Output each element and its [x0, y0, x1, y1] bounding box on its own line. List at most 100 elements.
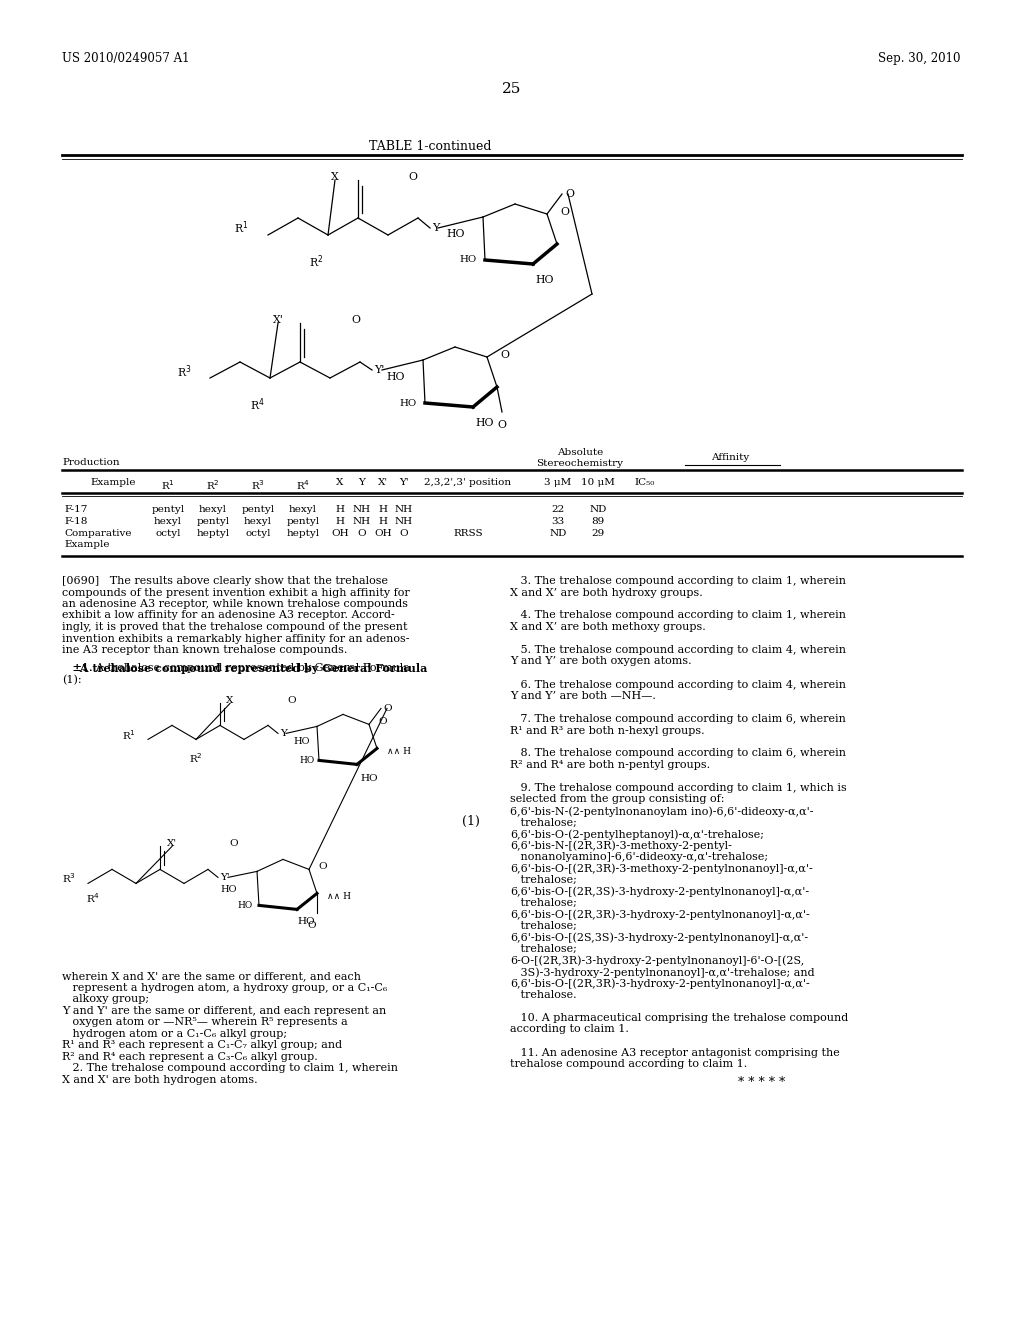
Text: R$^{3}$: R$^{3}$ — [251, 478, 265, 492]
Text: heptyl: heptyl — [197, 529, 229, 539]
Text: 10 μM: 10 μM — [581, 478, 615, 487]
Text: X': X' — [167, 840, 177, 849]
Text: trehalose compound according to claim 1.: trehalose compound according to claim 1. — [510, 1059, 748, 1069]
Text: octyl: octyl — [246, 529, 270, 539]
Text: 10. A pharmaceutical comprising the trehalose compound: 10. A pharmaceutical comprising the treh… — [510, 1012, 848, 1023]
Text: trehalose;: trehalose; — [510, 898, 577, 908]
Text: Comparative: Comparative — [63, 529, 131, 539]
Text: 6-O-[(2R,3R)-3-hydroxy-2-pentylnonanoyl]-6'-O-[(2S,: 6-O-[(2R,3R)-3-hydroxy-2-pentylnonanoyl]… — [510, 956, 804, 966]
Text: oxygen atom or —NR⁵— wherein R⁵ represents a: oxygen atom or —NR⁵— wherein R⁵ represen… — [62, 1018, 348, 1027]
Text: * * * * *: * * * * * — [738, 1076, 785, 1089]
Text: according to claim 1.: according to claim 1. — [510, 1024, 629, 1035]
Text: O: O — [229, 840, 239, 849]
Text: ∧∧ H: ∧∧ H — [327, 892, 351, 900]
Text: ∧∧ H: ∧∧ H — [387, 747, 411, 756]
Text: Y: Y — [280, 729, 287, 738]
Text: IC₅₀: IC₅₀ — [635, 478, 655, 487]
Text: US 2010/0249057 A1: US 2010/0249057 A1 — [62, 51, 189, 65]
Text: ND: ND — [590, 506, 606, 513]
Text: alkoxy group;: alkoxy group; — [62, 994, 150, 1005]
Text: A trehalose compound represented by General Formula: A trehalose compound represented by Gene… — [76, 664, 427, 675]
Text: selected from the group consisting of:: selected from the group consisting of: — [510, 795, 725, 804]
Text: trehalose;: trehalose; — [510, 817, 577, 828]
Text: Stereochemistry: Stereochemistry — [537, 459, 624, 469]
Text: HO: HO — [446, 228, 465, 239]
Text: O: O — [351, 315, 360, 325]
Text: 29: 29 — [592, 529, 604, 539]
Text: (1): (1) — [462, 814, 480, 828]
Text: represent a hydrogen atom, a hydroxy group, or a C₁-C₆: represent a hydrogen atom, a hydroxy gro… — [62, 983, 387, 993]
Text: 6,6'-bis-N-(2-pentylnonanoylam ino)-6,6'-dideoxy-α,α'-: 6,6'-bis-N-(2-pentylnonanoylam ino)-6,6'… — [510, 807, 813, 817]
Text: 3 μM: 3 μM — [545, 478, 571, 487]
Text: 8. The trehalose compound according to claim 6, wherein: 8. The trehalose compound according to c… — [510, 748, 846, 759]
Text: ±1. A trehalose compound represented by General Formula: ±1. A trehalose compound represented by … — [62, 664, 410, 673]
Text: Y': Y' — [220, 873, 229, 882]
Text: HO: HO — [220, 884, 237, 894]
Text: F-18: F-18 — [63, 517, 87, 525]
Text: O: O — [409, 172, 418, 182]
Text: pentyl: pentyl — [242, 506, 274, 513]
Text: trehalose;: trehalose; — [510, 875, 577, 884]
Text: 3. The trehalose compound according to claim 1, wherein: 3. The trehalose compound according to c… — [510, 576, 846, 586]
Text: R$^{4}$: R$^{4}$ — [296, 478, 310, 492]
Text: R$^{2}$: R$^{2}$ — [308, 253, 323, 269]
Text: hexyl: hexyl — [154, 517, 182, 525]
Text: R¹ and R³ each represent a C₁-C₇ alkyl group; and: R¹ and R³ each represent a C₁-C₇ alkyl g… — [62, 1040, 342, 1051]
Text: Production: Production — [62, 458, 120, 467]
Text: HO: HO — [294, 737, 310, 746]
Text: O: O — [560, 207, 569, 216]
Text: Affinity: Affinity — [711, 453, 750, 462]
Text: NH: NH — [353, 506, 371, 513]
Text: hydrogen atom or a C₁-C₆ alkyl group;: hydrogen atom or a C₁-C₆ alkyl group; — [62, 1028, 287, 1039]
Text: hexyl: hexyl — [199, 506, 227, 513]
Text: HO: HO — [297, 917, 314, 925]
Text: R$^{2}$: R$^{2}$ — [189, 751, 203, 766]
Text: Example: Example — [63, 540, 110, 549]
Text: R$^{4}$: R$^{4}$ — [250, 396, 265, 413]
Text: hexyl: hexyl — [289, 506, 317, 513]
Text: R$^{2}$: R$^{2}$ — [206, 478, 220, 492]
Text: R² and R⁴ are both n-pentyl groups.: R² and R⁴ are both n-pentyl groups. — [510, 760, 710, 770]
Text: 7. The trehalose compound according to claim 6, wherein: 7. The trehalose compound according to c… — [510, 714, 846, 723]
Text: hexyl: hexyl — [244, 517, 272, 525]
Text: Y and Y’ are both —NH—.: Y and Y’ are both —NH—. — [510, 690, 656, 701]
Text: 5. The trehalose compound according to claim 4, wherein: 5. The trehalose compound according to c… — [510, 645, 846, 655]
Text: X and X' are both hydrogen atoms.: X and X' are both hydrogen atoms. — [62, 1074, 258, 1085]
Text: pentyl: pentyl — [197, 517, 229, 525]
Text: HO: HO — [475, 418, 494, 428]
Text: 4. The trehalose compound according to claim 1, wherein: 4. The trehalose compound according to c… — [510, 610, 846, 620]
Text: 25: 25 — [503, 82, 521, 96]
Text: invention exhibits a remarkably higher affinity for an adenos-: invention exhibits a remarkably higher a… — [62, 634, 410, 644]
Text: pentyl: pentyl — [152, 506, 184, 513]
Text: 3S)-3-hydroxy-2-pentylnonanoyl]-α,α'-trehalose; and: 3S)-3-hydroxy-2-pentylnonanoyl]-α,α'-tre… — [510, 968, 815, 978]
Text: O: O — [378, 717, 387, 726]
Text: X: X — [336, 478, 344, 487]
Text: 6,6'-bis-N-[(2R,3R)-3-methoxy-2-pentyl-: 6,6'-bis-N-[(2R,3R)-3-methoxy-2-pentyl- — [510, 841, 732, 851]
Text: X': X' — [272, 315, 284, 325]
Text: O: O — [399, 529, 409, 539]
Text: O: O — [565, 189, 574, 199]
Text: H: H — [379, 506, 387, 513]
Text: ingly, it is proved that the trehalose compound of the present: ingly, it is proved that the trehalose c… — [62, 622, 408, 632]
Text: R$^{4}$: R$^{4}$ — [86, 891, 100, 906]
Text: R$^{1}$: R$^{1}$ — [122, 729, 136, 742]
Text: X: X — [331, 172, 339, 182]
Text: 6. The trehalose compound according to claim 4, wherein: 6. The trehalose compound according to c… — [510, 680, 846, 689]
Text: O: O — [357, 529, 367, 539]
Text: NH: NH — [395, 517, 413, 525]
Text: HO: HO — [399, 399, 417, 408]
Text: NH: NH — [395, 506, 413, 513]
Text: R$^{1}$: R$^{1}$ — [161, 478, 175, 492]
Text: H: H — [336, 506, 344, 513]
Text: HO: HO — [300, 756, 315, 764]
Text: HO: HO — [360, 774, 378, 783]
Text: R$^{1}$: R$^{1}$ — [233, 219, 248, 236]
Text: Y': Y' — [374, 366, 384, 375]
Text: exhibit a low affinity for an adenosine A3 receptor. Accord-: exhibit a low affinity for an adenosine … — [62, 610, 394, 620]
Text: OH: OH — [331, 529, 349, 539]
Text: Y': Y' — [399, 478, 409, 487]
Text: O: O — [288, 697, 296, 705]
Text: Example: Example — [90, 478, 135, 487]
Text: 22: 22 — [551, 506, 564, 513]
Text: octyl: octyl — [156, 529, 181, 539]
